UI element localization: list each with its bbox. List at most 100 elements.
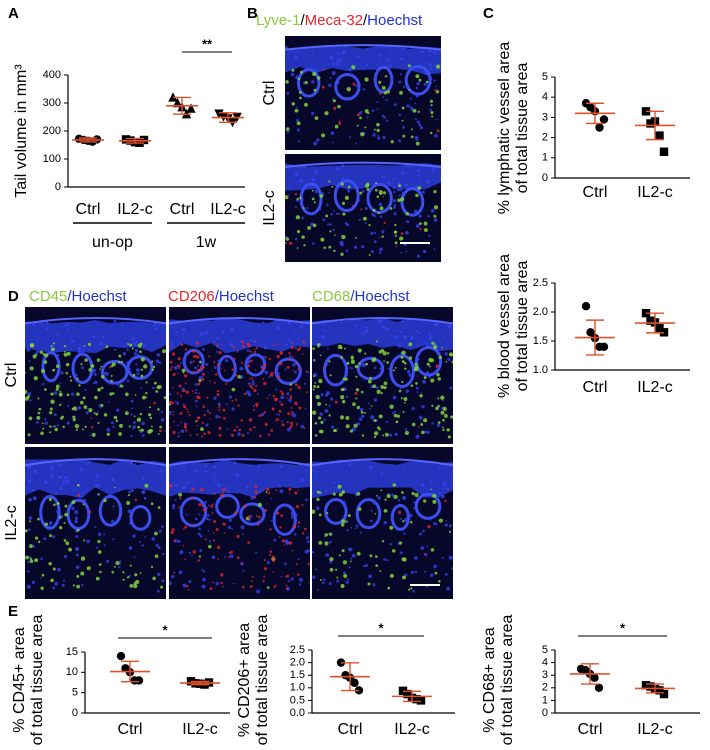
stain-red [169,360,173,364]
stain-green [64,512,68,517]
stain-green [65,371,69,375]
stain-red [308,581,310,584]
stain-red [236,556,240,560]
nucleus [296,119,299,122]
x-tick-label: IL2-c [637,184,673,201]
stain-green [402,134,406,138]
stain-green [338,492,343,497]
nucleus [184,469,187,472]
nucleus [389,542,392,546]
nucleus [288,398,292,403]
stain-green [58,392,63,397]
epidermis [169,318,310,354]
nucleus [93,372,97,376]
nucleus [208,518,211,521]
stain-green [312,388,315,391]
nucleus [86,461,91,466]
stain-red [295,362,298,365]
stain-green [411,422,416,427]
stain-green [341,399,346,404]
data-point [214,109,224,119]
stain-green [72,417,76,422]
stain-green [88,408,93,413]
stain-green [367,582,371,586]
nucleus [387,367,390,370]
nucleus [216,336,219,340]
stain-green [34,536,39,540]
nucleus [314,189,319,194]
nucleus [361,245,365,249]
stain-green [97,387,101,392]
stain-green [317,343,321,347]
stain-green [25,529,28,533]
nucleus [79,486,82,488]
nucleus [46,323,48,326]
stain-green [151,368,155,371]
nucleus [416,375,419,377]
stain-green [119,384,123,388]
stain-green [133,584,138,589]
stain-red [185,390,189,394]
stain-green [312,509,316,514]
stain-red [383,221,386,224]
stain-green [80,363,83,366]
nucleus [380,325,385,329]
nucleus [444,523,448,527]
stain-green [140,368,144,371]
stain-green [340,388,343,392]
stain-green [120,360,123,364]
micrograph [285,154,441,262]
stain-green [289,383,293,386]
stain-red [196,368,201,373]
stain-green [372,384,377,389]
nucleus [75,565,80,569]
stain-red [180,395,183,398]
nucleus [383,521,387,525]
nucleus [60,371,64,375]
nucleus [94,526,97,529]
stain-green [401,380,404,384]
nucleus [283,503,287,507]
stain-green [364,126,367,129]
stain-green [341,490,345,494]
nucleus [391,493,395,497]
stain-green [285,127,290,131]
stain-green [99,570,102,574]
nucleus [420,392,423,394]
stain-green [150,565,154,568]
nucleus [376,101,379,103]
stain-green [156,385,160,389]
stain-red [254,369,257,371]
stain-green [76,575,80,578]
stain-green [437,421,441,424]
stain-red [261,366,265,371]
nucleus [263,345,268,350]
nucleus [408,373,413,378]
stain-red [247,541,251,545]
stain-red [241,433,245,437]
stain-red [263,363,267,367]
stain-green [368,223,371,227]
stain-green [301,235,305,239]
nucleus [364,222,367,225]
stain-red [222,408,226,412]
stain-red [254,484,258,488]
nucleus [133,506,137,510]
stain-green [398,184,402,188]
stain-name: CD206 [168,288,215,305]
nucleus [100,341,103,343]
stain-green [103,413,108,417]
nucleus [315,568,318,571]
y-tick-label: 400 [43,69,61,81]
stain-green [435,64,441,69]
stain-red [176,392,179,395]
nucleus [415,386,419,390]
nucleus [174,483,178,487]
stain-red [307,562,310,566]
stain-green [332,492,336,496]
nucleus [292,413,297,418]
stain-green [355,236,358,239]
nucleus [136,353,140,356]
nucleus [329,540,332,544]
